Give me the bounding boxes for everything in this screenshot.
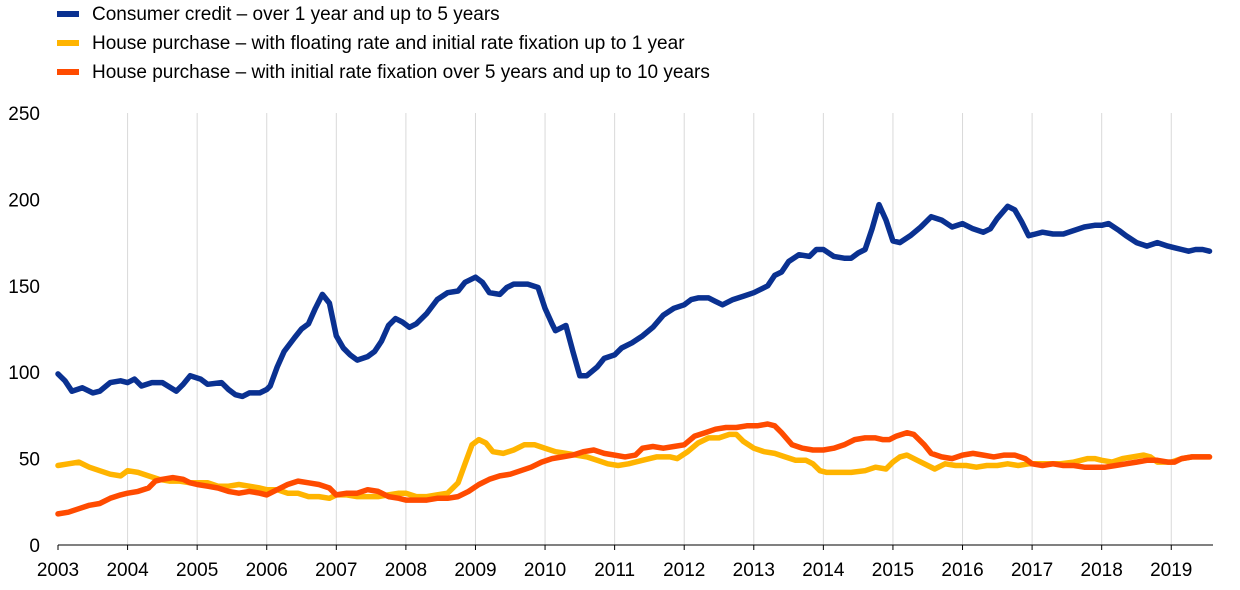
series-line-1 [55,201,1213,400]
y-tick-label: 150 [8,277,40,298]
x-tick-label: 2016 [941,560,983,581]
x-tick-label: 2009 [454,560,496,581]
x-tick-label: 2010 [524,560,566,581]
y-axis: 0 50 100 150 200 250 [8,104,40,557]
legend-label: House purchase – with initial rate fixat… [92,62,710,83]
y-tick-label: 100 [8,363,40,384]
x-tick-label: 2017 [1011,560,1053,581]
x-tick-label: 2011 [594,560,635,581]
x-tick-label: 2003 [37,560,79,581]
x-tick-label: 2015 [872,560,914,581]
x-tick-label: 2004 [106,560,149,581]
x-tick-label: 2007 [315,560,357,581]
x-axis: 2003 2004 2005 2006 2007 2008 2009 2010 2011 2012… [37,545,1192,581]
x-tick-label: 2006 [246,560,288,581]
x-tick-label: 2014 [802,560,845,581]
y-tick-label: 200 [8,190,40,211]
series-line-2 [55,431,1213,502]
y-tick-label: 0 [29,536,40,557]
y-tick-label: 250 [8,104,40,125]
x-tick-label: 2018 [1081,560,1123,581]
legend: Consumer credit – over 1 year and up to … [57,4,710,83]
series-lines [55,201,1213,517]
x-tick-label: 2019 [1150,560,1192,581]
x-tick-label: 2012 [663,560,705,581]
series-line-3 [55,421,1213,517]
legend-label: Consumer credit – over 1 year and up to … [92,4,500,25]
x-tick-label: 2005 [176,560,218,581]
x-tick-label: 2008 [385,560,427,581]
y-tick-label: 50 [19,450,40,471]
x-tick-label: 2013 [733,560,775,581]
legend-label: House purchase – with floating rate and … [92,33,685,54]
